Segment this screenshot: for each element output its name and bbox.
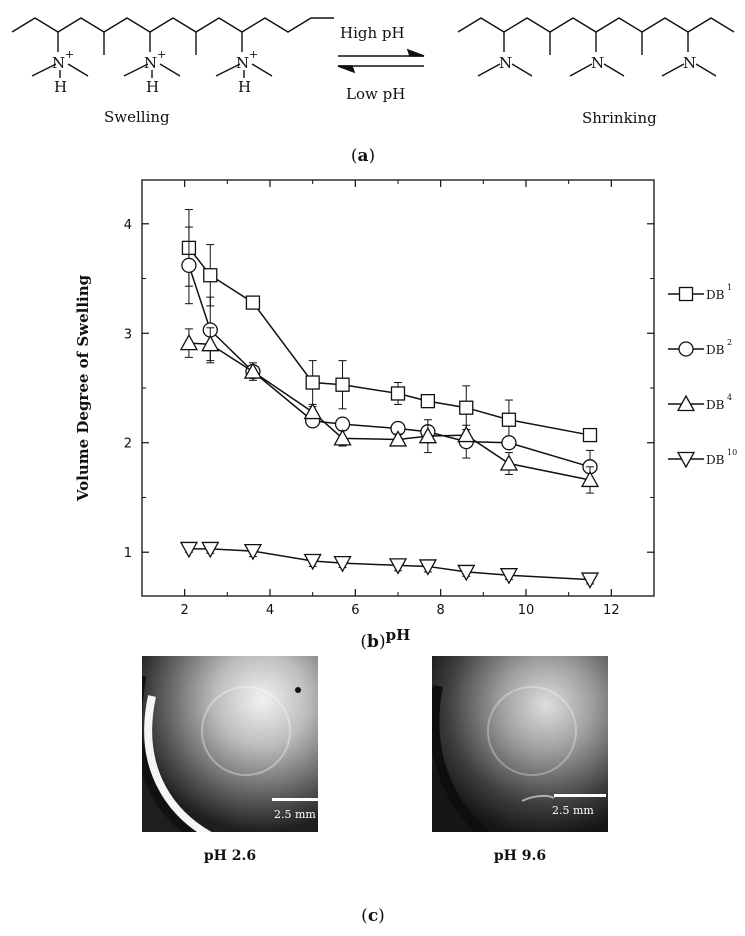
data-point — [459, 400, 474, 415]
data-point — [245, 295, 261, 310]
photo-ph-9-6: 2.5 mm — [432, 656, 608, 832]
scale-label-1: 2.5 mm — [274, 808, 316, 821]
data-point — [501, 412, 517, 427]
h-3: H — [238, 78, 251, 96]
legend-label: DB — [706, 343, 725, 357]
caption-ph-9-6: pH 9.6 — [493, 848, 547, 864]
data-point — [582, 427, 598, 443]
legend-marker — [678, 341, 694, 357]
scale-bar-1 — [272, 798, 318, 801]
data-point — [580, 572, 600, 589]
series-line — [188, 265, 591, 468]
legend-sup: 1 — [727, 283, 732, 292]
x-tick-label: 10 — [518, 603, 535, 618]
data-point — [501, 435, 517, 451]
x-tick-label: 8 — [437, 603, 445, 618]
data-point — [201, 541, 220, 559]
y-tick-label: 2 — [124, 437, 132, 452]
n-right-3: N — [683, 54, 696, 72]
series-line — [188, 247, 591, 436]
data-point — [499, 454, 519, 471]
data-point — [388, 558, 408, 575]
data-point — [335, 377, 350, 392]
data-point — [457, 564, 476, 582]
legend-marker — [678, 286, 694, 302]
series-db1: DB1 — [181, 209, 732, 443]
x-axis-label: pH — [386, 626, 411, 644]
plus-1: + — [65, 48, 74, 61]
low-ph-label: Low pH — [346, 85, 405, 103]
data-point — [181, 257, 197, 274]
data-point — [303, 553, 322, 571]
x-tick-label: 12 — [603, 603, 620, 618]
data-point — [179, 333, 199, 351]
series-db4: DB4 — [179, 327, 732, 494]
data-point — [333, 556, 352, 573]
legend-marker — [676, 451, 696, 469]
plus-3: + — [249, 48, 258, 61]
reaction-scheme: N + H N + H N + H Swelling High pH Low p… — [11, 17, 735, 127]
data-point — [243, 543, 263, 561]
scale-label-2: 2.5 mm — [552, 804, 594, 817]
scale-bar-2 — [554, 794, 606, 797]
swelling-label: Swelling — [104, 108, 170, 126]
legend-marker — [676, 394, 696, 412]
caption-ph-2-6: pH 2.6 — [203, 848, 257, 864]
x-tick-label: 6 — [351, 603, 359, 618]
data-point — [418, 426, 437, 444]
legend-label: DB — [706, 398, 725, 412]
data-point — [333, 429, 352, 446]
shrinking-label: Shrinking — [582, 109, 657, 127]
legend-sup: 2 — [727, 338, 732, 347]
data-point — [499, 568, 519, 585]
data-point — [457, 425, 476, 443]
y-tick-label: 1 — [124, 546, 132, 561]
left-polymer-backbone — [11, 17, 334, 78]
y-axis-label: Volume Degree of Swelling — [74, 274, 92, 502]
high-ph-label: High pH — [340, 24, 405, 42]
series-db2: DB2 — [181, 226, 732, 484]
x-tick-label: 4 — [266, 603, 274, 618]
photo-ph-2-6: 2.5 mm — [142, 656, 318, 832]
n-plus-2: N — [144, 54, 157, 72]
n-plus-1: N — [52, 54, 65, 72]
y-tick-label: 4 — [124, 218, 132, 233]
n-right-2: N — [591, 54, 604, 72]
series-line — [188, 342, 591, 481]
legend-label: DB — [706, 453, 725, 467]
data-point — [580, 470, 600, 488]
data-point — [390, 386, 406, 401]
data-point — [418, 559, 437, 576]
legend-label: DB — [706, 288, 725, 302]
data-point — [179, 541, 199, 559]
plus-2: + — [157, 48, 166, 61]
legend-sup: 4 — [727, 393, 732, 402]
panel-a-label: (a) — [350, 146, 376, 166]
data-point — [201, 334, 220, 352]
y-tick-label: 3 — [124, 327, 132, 342]
equilibrium-arrows — [337, 48, 425, 74]
h-1: H — [54, 78, 67, 96]
data-point — [303, 402, 322, 420]
data-point — [420, 393, 436, 409]
data-point — [203, 268, 218, 283]
series-line — [188, 548, 591, 581]
panel-b-label: (b) — [360, 632, 386, 652]
data-point — [243, 362, 263, 379]
x-tick-label: 2 — [181, 603, 189, 618]
h-2: H — [146, 78, 159, 96]
n-plus-3: N — [236, 54, 249, 72]
data-point — [305, 375, 320, 390]
n-right-1: N — [499, 54, 512, 72]
panel-c-label: (c) — [361, 906, 385, 926]
data-point — [388, 430, 408, 447]
legend-sup: 10 — [727, 448, 737, 457]
right-polymer-backbone — [457, 17, 735, 77]
